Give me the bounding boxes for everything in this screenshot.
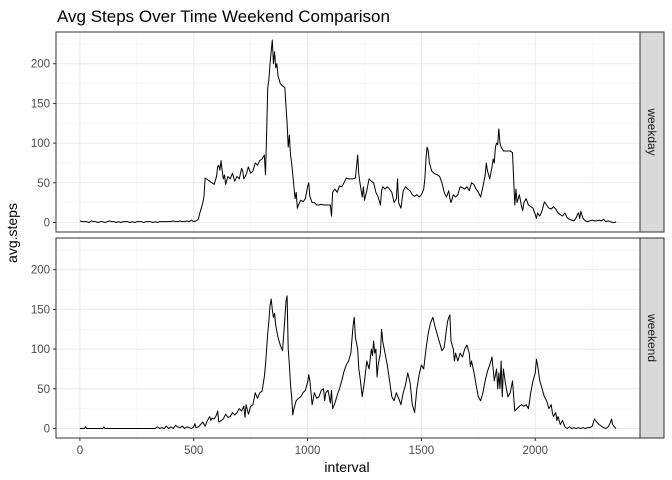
y-axis-title: avg.steps — [4, 203, 20, 263]
facet-strip-background — [639, 237, 665, 439]
x-axis-title: interval — [324, 459, 369, 475]
facet-strip-weekday: weekday — [639, 31, 665, 233]
facet-strip-label: weekday — [645, 107, 659, 155]
x-tick-label: 1000 — [295, 445, 321, 457]
facet-panel-weekend: 0 50 100 150 200 weekend — [31, 237, 665, 439]
x-tick-label: 1500 — [409, 445, 435, 457]
panel-border — [55, 31, 641, 233]
series-line-weekday — [79, 39, 617, 223]
facet-strip-weekend: weekend — [639, 237, 665, 439]
x-axis: 0 500 1000 1500 2000 — [77, 438, 548, 457]
y-tick-label: 0 — [44, 217, 50, 229]
facet-panels: 0 50 100 150 200 weekday 0 50 100 150 200 weekend — [31, 31, 665, 439]
y-tick-label: 200 — [31, 265, 50, 277]
panel-border — [55, 237, 641, 439]
y-tick-label: 100 — [31, 344, 50, 356]
chart-title: Avg Steps Over Time Weekend Comparison — [57, 7, 390, 26]
y-tick-label: 0 — [44, 423, 50, 435]
facet-strip-background — [639, 31, 665, 233]
y-tick-label: 150 — [31, 304, 50, 316]
y-tick-label: 150 — [31, 98, 50, 110]
y-tick-label: 50 — [37, 384, 50, 396]
y-tick-label: 200 — [31, 59, 50, 71]
y-tick-label: 100 — [31, 138, 50, 150]
facet-panel-weekday: 0 50 100 150 200 weekday — [31, 31, 665, 233]
x-tick-label: 500 — [184, 445, 203, 457]
facet-strip-label: weekend — [645, 313, 659, 362]
y-tick-label: 50 — [37, 178, 50, 190]
series-line-weekend — [79, 295, 617, 429]
x-tick-label: 2000 — [522, 445, 548, 457]
x-tick-label: 0 — [77, 445, 83, 457]
